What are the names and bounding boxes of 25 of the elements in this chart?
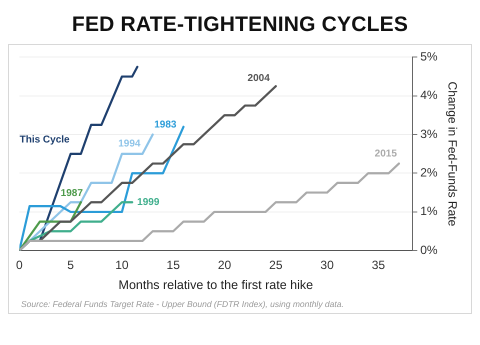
- y-tick-label: 3%: [420, 126, 438, 141]
- y-tick-label: 5%: [420, 50, 438, 64]
- series-label: 2004: [248, 72, 270, 84]
- y-tick-label: 1%: [420, 204, 438, 218]
- y-tick-label: 0%: [420, 242, 438, 257]
- series-label: This Cycle: [20, 134, 70, 146]
- x-tick-label: 30: [320, 258, 334, 272]
- y-axis-title: Change in Fed-Funds Rate: [445, 82, 460, 227]
- x-tick-label: 35: [372, 258, 386, 272]
- y-tick-label: 4%: [420, 88, 438, 102]
- y-tick-label: 2%: [420, 166, 438, 180]
- chart-title: FED RATE-TIGHTENING CYCLES: [70, 12, 410, 38]
- x-tick-label: 15: [166, 258, 180, 272]
- series-label: 1987: [60, 188, 84, 199]
- x-tick-label: 5: [67, 258, 74, 272]
- x-tick-label: 20: [218, 258, 232, 272]
- series-label: 2015: [374, 148, 398, 160]
- x-tick-label: 25: [269, 258, 283, 272]
- series-label: 1999: [137, 197, 160, 208]
- series-label: 1994: [118, 138, 141, 150]
- source-note: Source: Federal Funds Target Rate - Upper Bound (FDTR Index), using monthly data.: [21, 299, 345, 309]
- series-label: 1983: [154, 120, 177, 131]
- x-tick-label: 0: [16, 258, 23, 272]
- x-tick-label: 10: [115, 258, 129, 272]
- x-axis-title: Months relative to the first rate hike: [118, 278, 314, 292]
